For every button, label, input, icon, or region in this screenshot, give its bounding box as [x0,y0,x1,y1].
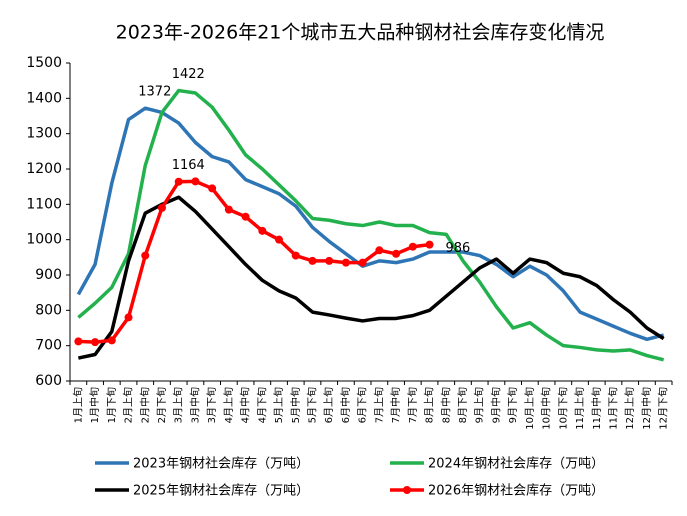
legend-label: 2023年钢材社会库存（万吨） [133,456,309,472]
x-tick-label: 11月中旬 [590,387,603,430]
series-line [76,106,665,342]
x-tick-label: 6月下旬 [356,387,369,423]
y-tick-label: 900 [35,267,62,283]
x-tick-label: 7月中旬 [389,387,402,423]
legend-label: 2024年钢材社会库存（万吨） [428,456,604,472]
x-tick-label: 1月下旬 [105,387,118,423]
point-marker [425,240,434,249]
point-marker [208,184,217,193]
x-tick-label: 7月上旬 [372,387,385,423]
x-tick-label: 8月上旬 [423,387,436,423]
y-tick-label: 1000 [26,232,62,248]
point-marker [308,256,317,265]
x-tick-label: 12月下旬 [657,387,670,430]
x-tick-label: 12月中旬 [640,387,653,430]
y-tick-label: 800 [35,302,62,318]
point-marker [275,235,284,244]
series-line [77,88,665,362]
x-tick-label: 8月下旬 [456,387,469,423]
point-marker [325,256,334,265]
point-marker [91,338,100,347]
point-marker [408,242,417,251]
point-marker [358,258,367,267]
point-marker [74,337,83,346]
x-tick-label: 10月上旬 [523,387,536,430]
x-tick-label: 10月下旬 [556,387,569,430]
series-line [77,195,665,360]
x-tick-label: 9月下旬 [506,387,519,423]
x-tick-label: 4月中旬 [239,387,252,423]
x-tick-label: 4月下旬 [255,387,268,423]
data-label: 1422 [172,67,205,82]
point-marker [258,226,267,235]
point-marker [174,177,183,186]
legend-label: 2026年钢材社会库存（万吨） [428,483,604,499]
legend-label: 2025年钢材社会库存（万吨） [133,483,309,499]
point-marker [107,336,116,345]
point-marker [375,246,384,255]
data-label: 986 [446,241,471,256]
x-tick-label: 9月上旬 [473,387,486,423]
point-marker [241,212,250,221]
y-tick-label: 1300 [26,126,62,142]
series-line [78,179,430,344]
legend-marker [403,486,411,494]
y-tick-label: 1200 [26,161,62,177]
x-tick-label: 7月下旬 [406,387,419,423]
point-marker [157,203,166,212]
x-tick-label: 3月下旬 [205,387,218,423]
point-marker [224,205,233,214]
y-tick-label: 700 [35,338,62,354]
x-tick-label: 5月上旬 [272,387,285,423]
point-marker [141,251,150,260]
x-tick-label: 3月中旬 [188,387,201,423]
point-marker [191,177,200,186]
y-tick-label: 600 [35,373,62,389]
x-tick-label: 12月上旬 [623,387,636,430]
y-tick-label: 1400 [26,90,62,106]
x-tick-label: 1月上旬 [71,387,84,423]
x-tick-label: 6月上旬 [322,387,335,423]
x-tick-label: 6月中旬 [339,387,352,423]
point-marker [341,258,350,267]
x-tick-label: 5月下旬 [305,387,318,423]
chart-title: 2023年-2026年21个城市五大品种钢材社会库存变化情况 [116,22,605,44]
x-tick-label: 9月中旬 [489,387,502,423]
x-tick-label: 11月上旬 [573,387,586,430]
x-tick-label: 1月中旬 [88,387,101,423]
point-marker [291,251,300,260]
y-tick-label: 1100 [26,196,62,212]
x-tick-label: 4月上旬 [222,387,235,423]
x-tick-label: 11月下旬 [606,387,619,430]
data-label: 1372 [138,85,171,100]
x-tick-label: 2月中旬 [138,387,151,423]
x-tick-label: 8月中旬 [439,387,452,423]
y-tick-label: 1500 [26,55,62,71]
point-marker [392,249,401,258]
x-tick-label: 10月中旬 [540,387,553,430]
point-marker [124,313,133,322]
x-tick-label: 2月上旬 [122,387,135,423]
data-label: 1164 [172,158,205,173]
x-tick-label: 3月上旬 [172,387,185,423]
x-tick-label: 2月下旬 [155,387,168,423]
x-tick-label: 5月中旬 [289,387,302,423]
